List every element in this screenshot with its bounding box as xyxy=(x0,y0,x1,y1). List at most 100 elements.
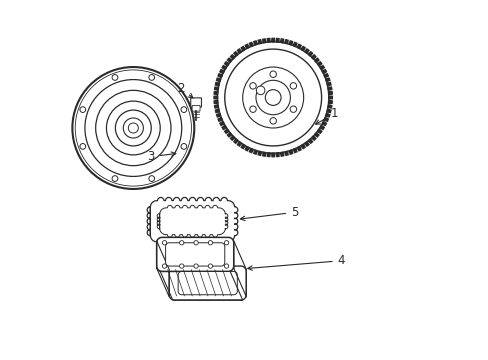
Circle shape xyxy=(224,264,228,268)
Circle shape xyxy=(80,144,85,149)
Text: 4: 4 xyxy=(247,254,345,270)
Polygon shape xyxy=(307,139,312,143)
Polygon shape xyxy=(325,113,329,117)
Circle shape xyxy=(224,49,321,146)
Circle shape xyxy=(194,264,198,268)
Polygon shape xyxy=(311,55,315,59)
Polygon shape xyxy=(284,40,287,44)
Polygon shape xyxy=(314,58,318,63)
Circle shape xyxy=(249,83,256,89)
Polygon shape xyxy=(230,55,235,59)
Circle shape xyxy=(289,83,296,89)
Polygon shape xyxy=(328,92,331,95)
Text: 5: 5 xyxy=(240,206,298,221)
Polygon shape xyxy=(253,41,257,45)
Circle shape xyxy=(148,75,154,80)
Polygon shape xyxy=(249,42,253,47)
Polygon shape xyxy=(160,271,242,300)
Polygon shape xyxy=(304,49,308,54)
Polygon shape xyxy=(311,136,315,140)
Polygon shape xyxy=(222,125,226,130)
Polygon shape xyxy=(317,129,321,133)
Polygon shape xyxy=(214,105,218,108)
Polygon shape xyxy=(271,39,274,42)
Polygon shape xyxy=(296,146,301,151)
Polygon shape xyxy=(157,206,227,237)
Polygon shape xyxy=(267,39,270,42)
Polygon shape xyxy=(216,78,221,82)
Circle shape xyxy=(80,107,85,112)
Circle shape xyxy=(179,264,183,268)
Polygon shape xyxy=(326,82,330,86)
Circle shape xyxy=(148,176,154,181)
Circle shape xyxy=(181,107,186,112)
Polygon shape xyxy=(156,241,169,297)
Circle shape xyxy=(255,80,290,115)
FancyBboxPatch shape xyxy=(192,105,200,111)
Polygon shape xyxy=(224,129,229,133)
Polygon shape xyxy=(233,139,238,143)
Polygon shape xyxy=(178,271,237,295)
Polygon shape xyxy=(258,40,261,44)
Polygon shape xyxy=(253,150,257,154)
Polygon shape xyxy=(224,62,229,66)
Circle shape xyxy=(224,240,228,245)
Circle shape xyxy=(269,71,276,77)
Polygon shape xyxy=(314,132,318,137)
Polygon shape xyxy=(216,113,221,117)
Polygon shape xyxy=(280,39,283,43)
Polygon shape xyxy=(241,46,245,51)
Polygon shape xyxy=(267,153,270,157)
Polygon shape xyxy=(288,41,292,45)
Polygon shape xyxy=(284,151,287,155)
Polygon shape xyxy=(292,148,296,153)
Polygon shape xyxy=(233,241,246,297)
Polygon shape xyxy=(292,42,296,47)
Circle shape xyxy=(123,118,143,138)
Polygon shape xyxy=(262,39,265,43)
Circle shape xyxy=(112,176,118,181)
Polygon shape xyxy=(288,150,292,154)
Polygon shape xyxy=(237,141,241,146)
Circle shape xyxy=(214,39,332,157)
Circle shape xyxy=(242,67,303,128)
Circle shape xyxy=(194,240,198,245)
Polygon shape xyxy=(307,52,312,56)
Polygon shape xyxy=(280,152,283,156)
Circle shape xyxy=(208,240,212,245)
Circle shape xyxy=(256,86,264,95)
Polygon shape xyxy=(271,153,274,157)
Polygon shape xyxy=(227,58,231,63)
Circle shape xyxy=(72,67,194,189)
Polygon shape xyxy=(215,109,219,112)
Polygon shape xyxy=(321,121,326,125)
Polygon shape xyxy=(222,66,226,70)
Polygon shape xyxy=(323,117,327,121)
Text: 1: 1 xyxy=(315,107,337,124)
Polygon shape xyxy=(165,243,224,266)
Polygon shape xyxy=(214,100,218,103)
Text: 3: 3 xyxy=(147,150,176,163)
Circle shape xyxy=(128,123,138,133)
Polygon shape xyxy=(319,125,324,130)
Polygon shape xyxy=(218,117,222,121)
Polygon shape xyxy=(214,96,217,99)
Circle shape xyxy=(112,75,118,80)
Text: 2: 2 xyxy=(177,82,193,98)
Polygon shape xyxy=(237,49,241,54)
Polygon shape xyxy=(300,144,305,149)
Circle shape xyxy=(208,264,212,268)
FancyBboxPatch shape xyxy=(190,98,201,107)
Polygon shape xyxy=(214,92,218,95)
Polygon shape xyxy=(321,69,326,74)
Polygon shape xyxy=(156,237,233,271)
Polygon shape xyxy=(325,78,329,82)
Polygon shape xyxy=(214,87,218,90)
Polygon shape xyxy=(327,105,331,108)
Polygon shape xyxy=(304,141,308,146)
Polygon shape xyxy=(317,62,321,66)
Polygon shape xyxy=(327,87,331,90)
Polygon shape xyxy=(326,109,330,112)
Polygon shape xyxy=(249,148,253,153)
Polygon shape xyxy=(300,46,305,51)
